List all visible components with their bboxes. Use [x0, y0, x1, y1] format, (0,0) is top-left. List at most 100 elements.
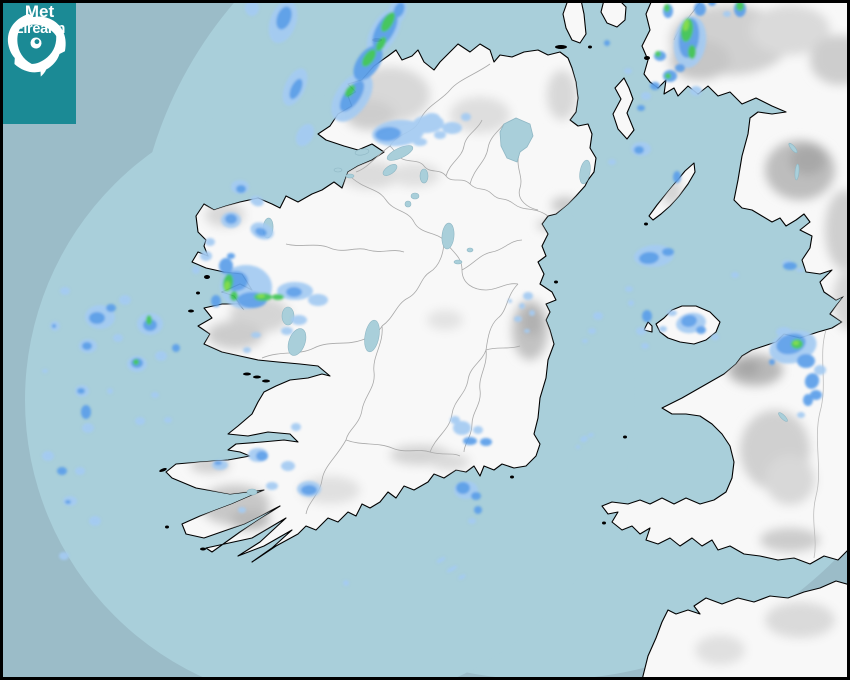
rain-cell-moderate — [803, 394, 813, 406]
rain-cell-heavy — [344, 84, 356, 98]
rain-cell-light — [135, 417, 145, 425]
rain-cell-light — [82, 423, 94, 433]
rain-cell-heavy — [375, 36, 387, 52]
rain-cell-moderate — [634, 146, 644, 154]
rain-cell-moderate — [57, 467, 67, 475]
rain-cell-moderate — [471, 492, 481, 500]
lake — [333, 167, 343, 173]
rain-cell-light — [164, 417, 172, 423]
rain-cell-light — [250, 195, 264, 207]
lake — [404, 200, 412, 208]
lake — [788, 142, 798, 154]
rain-cell-light — [636, 327, 646, 335]
lake — [441, 222, 455, 250]
rain-cell-heavy — [688, 45, 696, 59]
rain-cell-light — [723, 11, 731, 17]
rain-cell-moderate — [456, 482, 470, 494]
rain-cell-light — [205, 238, 215, 246]
rain-cell-moderate — [236, 185, 246, 193]
rain-cell-light — [796, 268, 804, 272]
rain-cell-intense — [257, 294, 265, 298]
islet — [253, 375, 261, 379]
rain-cell-light — [343, 580, 349, 586]
rain-cell-light — [508, 299, 512, 303]
rain-cell-moderate — [673, 171, 681, 183]
rain-cell-light — [243, 347, 251, 353]
rain-cell-moderate — [769, 359, 775, 365]
lake — [410, 192, 420, 200]
rain-cell-moderate — [810, 390, 822, 400]
rain-cell-light — [424, 113, 440, 123]
rain-cell-intense — [223, 281, 231, 291]
islet — [188, 309, 194, 313]
rain-cell-light — [291, 315, 307, 325]
rain-cell-light — [588, 432, 594, 438]
rain-cell-moderate — [393, 2, 405, 18]
rain-cell-light — [641, 343, 649, 349]
rain-cell-light — [238, 507, 246, 513]
islet — [165, 525, 169, 529]
rain-cell-moderate — [255, 227, 267, 237]
rain-cell-light — [107, 388, 113, 394]
lake — [419, 168, 429, 184]
rain-cell-light — [628, 300, 634, 306]
rain-cell-moderate — [642, 310, 652, 322]
rain-cell-light — [434, 131, 446, 139]
rain-cell-light — [151, 392, 159, 398]
rain-cell-light — [295, 123, 315, 147]
met-eireann-swirl-icon — [7, 13, 66, 77]
rain-cell-light — [659, 326, 667, 332]
rain-cell-light — [281, 461, 295, 471]
rain-cell-light — [473, 426, 483, 434]
rain-cell-moderate — [797, 354, 815, 368]
rain-cell-moderate — [214, 461, 222, 465]
rain-cell-light — [667, 310, 677, 316]
rain-cell-moderate — [463, 437, 477, 445]
rain-cell-heavy — [381, 12, 395, 32]
rain-cell-light — [588, 328, 596, 334]
rain-cell-moderate — [227, 253, 235, 259]
rain-cell-light — [75, 467, 85, 475]
rain-cell-light — [450, 416, 460, 424]
rain-cell-light — [624, 68, 632, 74]
rain-cell-light — [814, 365, 826, 375]
rain-cell-moderate — [662, 248, 674, 256]
rain-cell-moderate — [681, 314, 697, 328]
islet — [196, 291, 200, 295]
rain-cell-heavy — [664, 4, 670, 12]
lake — [778, 412, 788, 422]
met-eireann-logo: Met Éireann — [3, 3, 76, 124]
rain-cell-heavy — [133, 359, 139, 365]
rain-cell-light — [436, 556, 446, 564]
rain-cell-moderate — [339, 80, 365, 112]
rain-cell-light — [690, 86, 702, 96]
rain-cell-moderate — [172, 344, 180, 352]
rain-cell-light — [442, 122, 462, 134]
lake-lough-neagh — [499, 117, 534, 163]
lake — [386, 145, 414, 161]
rain-cell-heavy — [146, 315, 152, 325]
rain-cell-light — [155, 351, 167, 361]
islet — [623, 435, 627, 439]
islet — [602, 521, 606, 525]
rain-cell-moderate — [77, 388, 85, 394]
rain-cell-moderate — [219, 258, 233, 274]
lake — [281, 306, 295, 326]
islet — [588, 45, 592, 49]
rain-cell-light — [529, 310, 535, 316]
rain-cell-moderate — [211, 295, 221, 307]
islet — [510, 475, 514, 479]
rain-cell-moderate — [81, 405, 91, 419]
islet — [262, 379, 270, 383]
rain-cell-moderate — [286, 287, 302, 297]
rain-cell-moderate — [604, 40, 610, 46]
rain-cell-moderate — [637, 105, 645, 111]
rain-cell-light — [413, 138, 427, 146]
rain-cell-light — [731, 272, 739, 278]
rain-cell-moderate — [474, 506, 482, 514]
rain-cell-moderate — [480, 438, 492, 446]
rain-cell-light — [523, 292, 533, 300]
lake — [287, 328, 307, 356]
